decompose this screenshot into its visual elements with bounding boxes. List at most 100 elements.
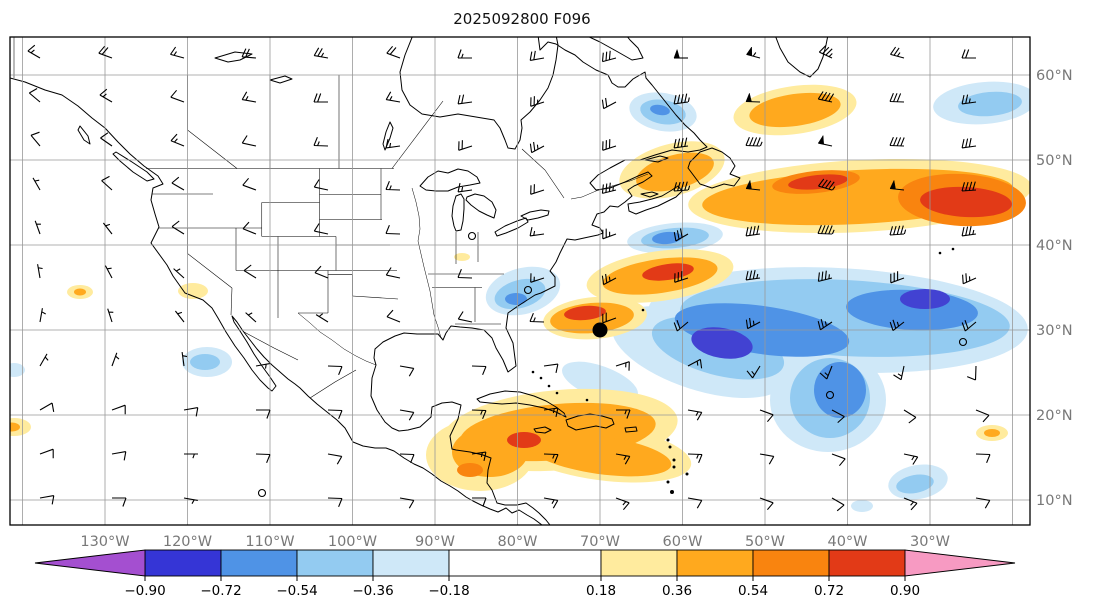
- wind-barb: [111, 451, 127, 461]
- wind-barb: [831, 409, 845, 424]
- lon-tick-label: 130°W: [80, 534, 129, 550]
- lon-tick-label: 90°W: [415, 534, 455, 550]
- wind-barb: [890, 46, 905, 59]
- wind-barb: [39, 308, 46, 323]
- wind-barb: [975, 497, 991, 509]
- wind-barb-layer: [27, 44, 991, 512]
- wind-barb: [602, 228, 617, 240]
- wind-barb: [458, 140, 473, 151]
- wind-barb: [601, 97, 617, 110]
- wind-barb: [471, 409, 487, 420]
- colorbar-segment: [600, 549, 678, 577]
- greenland-coastline: [775, 37, 829, 78]
- wind-barb: [543, 497, 559, 509]
- wind-barb: [170, 89, 185, 103]
- wind-barb: [315, 313, 329, 323]
- wind-barb: [241, 91, 257, 103]
- lake-ontario: [520, 209, 550, 221]
- wind-barb: [471, 451, 487, 462]
- wind-barb: [255, 363, 270, 369]
- wind-barb: [529, 50, 545, 61]
- wind-barb: [543, 407, 559, 418]
- anomaly-region: [10, 418, 31, 436]
- wind-barb: [615, 361, 630, 371]
- anomaly-region: [10, 422, 20, 432]
- wind-barb: [601, 273, 617, 286]
- anomaly-region: [788, 174, 848, 190]
- anomaly-region: [454, 253, 470, 261]
- wind-barb: [112, 497, 127, 507]
- pei-coastline: [640, 191, 659, 198]
- wind-barb: [171, 220, 185, 235]
- wind-barb: [529, 312, 545, 323]
- wind-barb: [890, 271, 905, 284]
- wind-barb: [242, 221, 257, 235]
- calm-station-layer: [257, 231, 968, 498]
- hudson-bay-coastline: [399, 37, 559, 150]
- wind-barb: [817, 318, 833, 331]
- wind-barb: [889, 319, 905, 332]
- anomaly-region: [457, 463, 483, 477]
- wind-barb: [903, 497, 918, 511]
- wind-barb: [399, 365, 415, 377]
- wind-barb: [615, 453, 631, 465]
- wind-barb: [966, 365, 977, 381]
- state-borders: [13, 37, 565, 399]
- lon-tick-label: 120°W: [163, 534, 212, 550]
- nova-scotia-coastline: [627, 185, 683, 215]
- anomaly-fill-layer: [10, 81, 1030, 512]
- wind-barb: [241, 135, 257, 147]
- wind-barb: [173, 268, 185, 279]
- wind-barb: [889, 225, 907, 236]
- wind-barb: [961, 137, 977, 149]
- wind-barb: [385, 267, 401, 279]
- wind-barb: [759, 409, 774, 423]
- wind-barb: [543, 453, 559, 464]
- anomaly-region: [814, 362, 866, 418]
- wind-barb: [530, 96, 545, 107]
- wind-barb: [903, 453, 919, 465]
- axis-labels: 60°N 50°N 40°N 30°N 20°N 10°N 130°W 120°W 110°W 1…: [80, 68, 1072, 550]
- lake-athabasca: [269, 75, 293, 84]
- lon-tick-label: 80°W: [497, 534, 537, 550]
- mississippi-river: [411, 187, 442, 339]
- wind-barb: [673, 320, 689, 332]
- wind-barb: [30, 131, 41, 147]
- lon-tick-label: 100°W: [328, 534, 377, 550]
- wind-barb: [602, 139, 617, 151]
- colorbar-segment: [372, 549, 450, 577]
- wind-barb: [241, 48, 257, 59]
- wind-barb: [889, 92, 905, 103]
- wind-barb: [37, 264, 43, 279]
- wind-barb: [101, 175, 113, 191]
- colorbar-tick-label: 0.18: [586, 583, 616, 599]
- wind-barb: [386, 309, 401, 323]
- wind-barb: [255, 453, 271, 464]
- lon-tick-label: 110°W: [245, 534, 294, 550]
- wind-barb: [673, 228, 689, 242]
- colorbar-tick-label: −0.90: [124, 583, 165, 599]
- wind-barb: [975, 409, 990, 423]
- colorbar-segment: [144, 549, 222, 577]
- colorbar-segment: [220, 549, 298, 577]
- wind-barb: [386, 45, 401, 59]
- anomaly-region: [691, 327, 753, 359]
- wind-barb: [183, 497, 198, 504]
- anomaly-region: [958, 91, 1022, 117]
- calm-station-circle: [523, 285, 533, 295]
- wind-barb: [313, 93, 328, 103]
- wind-barb: [399, 497, 415, 509]
- haida-gwaii-coastline: [77, 125, 91, 145]
- small-islands: [531, 247, 955, 494]
- wind-barb: [759, 497, 774, 511]
- colorbar-tick-label: −0.54: [276, 583, 317, 599]
- wind-barb: [385, 91, 401, 103]
- wind-barb: [745, 225, 761, 237]
- wind-barb: [32, 177, 41, 191]
- wind-barb: [313, 223, 329, 235]
- wind-barb: [34, 220, 41, 235]
- anomaly-region: [507, 432, 541, 448]
- grid-lines: [10, 37, 1030, 525]
- storm-marker-layer: [592, 322, 608, 338]
